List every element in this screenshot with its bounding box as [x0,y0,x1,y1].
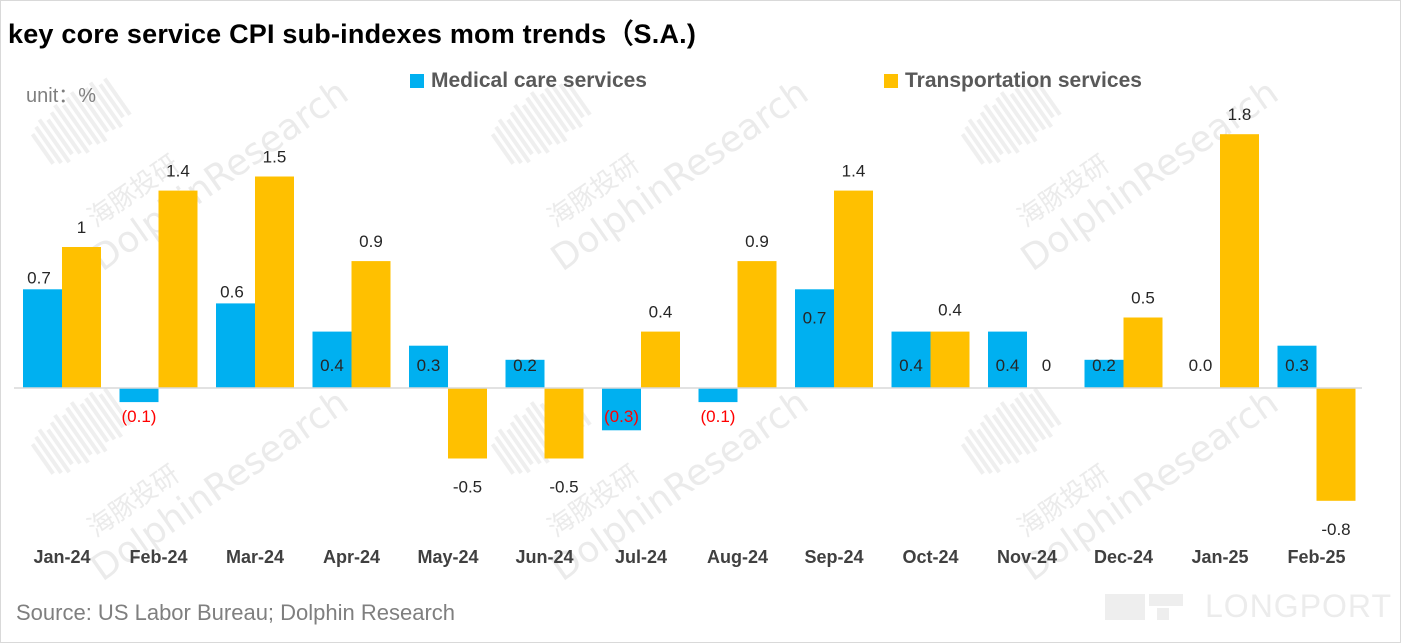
bar-transport [1123,317,1163,388]
x-tick-label: Dec-24 [1094,547,1153,567]
x-tick-label: Jul-24 [615,547,667,567]
bar-transport [641,331,680,388]
x-tick-label: Sep-24 [804,547,863,567]
data-label-transport: -0.5 [453,478,482,497]
legend-label-medical: Medical care services [431,69,647,92]
data-label-transport: 0.5 [1131,289,1155,308]
bar-medical [602,388,641,431]
legend-item-medical: Medical care services [410,69,647,93]
longport-logo-text: LONGPORT [1205,588,1392,624]
bar-medical [1084,359,1124,388]
bar-transport [737,261,777,388]
data-label-transport: 1.4 [166,162,190,181]
data-label-transport: 1 [77,218,86,237]
bar-medical [409,345,448,388]
longport-logo-mark [1105,593,1183,620]
bars-layer [23,134,1356,501]
legend-swatch-transport [884,74,898,88]
bar-medical [23,289,62,388]
data-label-transport: -0.5 [549,478,578,497]
data-label-transport: 0.4 [938,301,962,320]
bar-transport [255,176,294,388]
data-label-medical: 0.0 [1189,356,1213,375]
bar-transport [351,261,391,388]
data-label-medical: 0.4 [899,356,923,375]
x-tick-label: Mar-24 [226,547,284,567]
data-label-medical: (0.3) [604,407,639,426]
data-label-transport: 1.8 [1228,105,1252,124]
data-label-medical: 0.3 [1285,356,1309,375]
data-label-medical: (0.1) [122,407,157,426]
watermark-en: DolphinResearch [544,382,816,590]
data-label-medical: 0.7 [27,268,51,287]
bar-medical [1277,345,1317,388]
x-tick-label: Jan-25 [1191,547,1248,567]
x-tick-label: Aug-24 [707,547,768,567]
data-label-transport: 0.9 [359,232,383,251]
bar-transport [62,247,101,388]
data-label-medical: 0.4 [996,356,1020,375]
longport-logo: LONGPORT [1105,588,1392,625]
data-label-medical: 0.3 [417,356,441,375]
bar-transport [448,388,487,459]
x-tick-label: Jan-24 [33,547,90,567]
watermark-en: DolphinResearch [84,72,356,280]
bar-medical [795,289,834,388]
x-tick-label: Feb-25 [1287,547,1345,567]
bar-medical [216,303,255,388]
data-label-transport: 0 [1042,356,1051,375]
bar-transport [1220,134,1259,388]
x-tick-label: May-24 [417,547,478,567]
data-label-transport: -0.8 [1321,520,1350,539]
data-label-medical: (0.1) [701,407,736,426]
bar-medical [312,331,352,388]
data-label-medical: 0.4 [320,356,344,375]
data-label-transport: 0.4 [649,303,673,322]
x-tick-label: Oct-24 [902,547,958,567]
chart-title: key core service CPI sub-indexes mom tre… [8,19,697,49]
legend-label-transport: Transportation services [905,69,1142,92]
data-label-medical: 0.2 [513,356,537,375]
bar-medical [698,388,738,403]
x-tick-label: Nov-24 [997,547,1057,567]
source-note: Source: US Labor Bureau; Dolphin Researc… [16,600,456,625]
bar-medical [988,331,1027,388]
unit-label: unit：% [26,85,97,107]
data-label-medical: 0.2 [1092,356,1116,375]
x-tick-label: Apr-24 [323,547,380,567]
bar-transport [1316,388,1356,501]
bar-transport [834,190,873,388]
data-label-medical: 0.7 [803,308,827,327]
bar-transport [544,388,584,459]
legend-swatch-medical [410,74,424,88]
data-label-transport: 1.4 [842,162,866,181]
bar-medical [119,388,159,403]
bar-transport [158,190,198,388]
bar-medical [505,359,545,388]
x-tick-label: Jun-24 [515,547,573,567]
data-label-transport: 1.5 [263,148,287,167]
bar-transport [930,331,970,388]
watermark-en: DolphinResearch [544,72,816,280]
data-label-transport: 0.9 [745,232,769,251]
legend-item-transport: Transportation services [884,69,1142,93]
x-tick-label: Feb-24 [129,547,187,567]
labels-layer: 0.7 1 Jan-24 (0.1) 1.4 Feb-24 0.6 1.5 Mar-24 0.4 0… [27,105,1350,567]
bar-medical [891,331,931,388]
data-label-medical: 0.6 [220,282,244,301]
